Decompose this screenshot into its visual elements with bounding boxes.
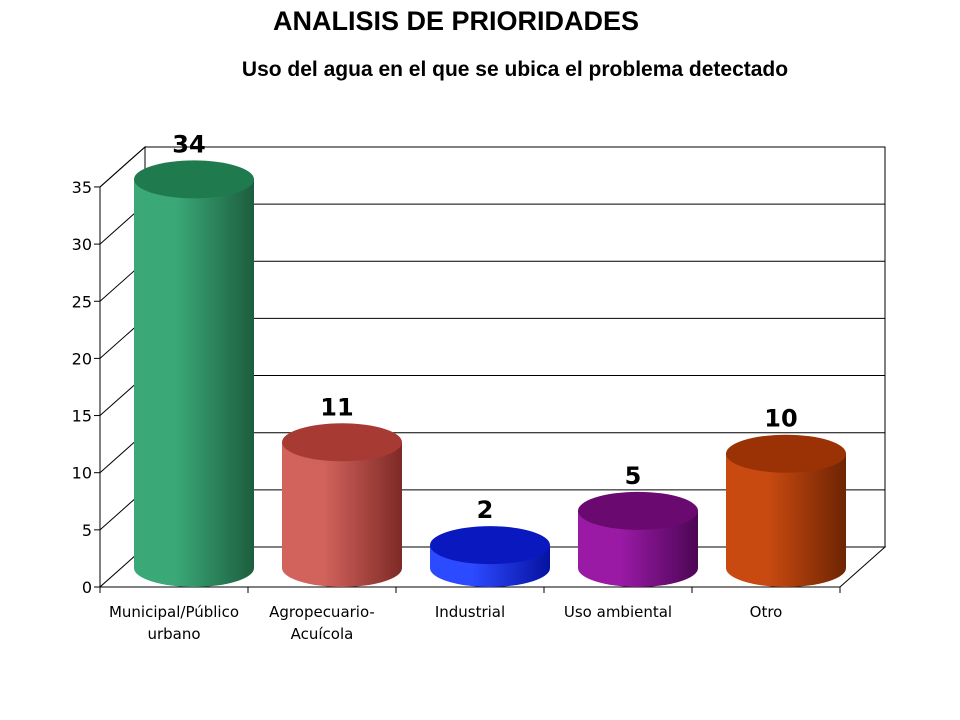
category-label: Otro [750,603,783,621]
y-tick-label: 10 [72,464,92,483]
category-label: Acuícola [291,625,354,643]
axes [99,186,840,588]
y-tick-label: 0 [82,578,92,597]
bar-top [578,491,698,530]
x-axis-ticks [99,587,841,593]
data-label: 11 [320,393,353,421]
bar-top [726,434,846,473]
bar-body [726,453,846,587]
bar-body [282,442,402,587]
bar [578,491,698,587]
bar-body [578,510,698,587]
category-label: Agropecuario- [269,603,375,621]
bar-top [430,526,550,565]
data-label: 10 [764,405,797,433]
y-tick-label: 30 [72,235,92,254]
bar [282,423,402,587]
category-label: Uso ambiental [564,603,672,621]
category-label: Industrial [435,603,505,621]
category-label: urbano [147,625,200,643]
bar [430,526,550,587]
bar-top [282,423,402,462]
data-label: 5 [625,462,642,490]
y-tick-label: 15 [72,407,92,426]
bars [134,160,846,587]
bar [134,160,254,587]
category-labels: Municipal/Público urbano Agropecuario- Acuí… [109,603,782,643]
data-label: 2 [477,496,494,524]
category-label: Municipal/Público [109,603,239,621]
bar [726,434,846,587]
y-tick-label: 5 [82,521,92,540]
gridline [99,146,885,188]
chart-subtitle: Uso del agua en el que se ubica el probl… [241,58,789,81]
data-label: 34 [172,130,205,158]
page-title: ANALISIS DE PRIORIDADES [272,6,640,36]
y-axis-ticks: 0 5 10 15 20 25 30 35 [72,178,100,597]
y-tick-label: 35 [72,178,92,197]
data-labels: 34 11 2 5 10 [172,130,797,524]
bar-top [134,160,254,199]
bar-body [134,179,254,587]
y-tick-label: 20 [72,349,92,368]
y-tick-label: 25 [72,292,92,311]
